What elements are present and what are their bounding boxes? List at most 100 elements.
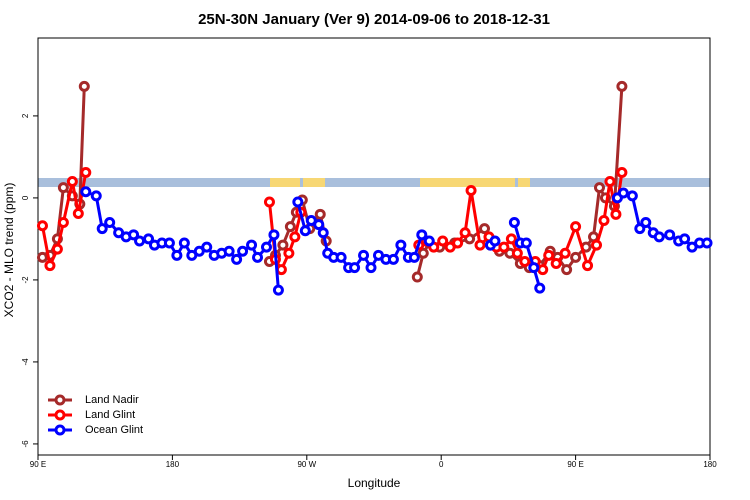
data-point [489,235,501,247]
data-point [465,185,477,197]
data-point [508,217,520,229]
data-point [283,247,295,259]
y-tick-label: 2 [21,113,30,118]
data-point [134,235,146,247]
data-point [653,231,665,243]
data-point [634,223,646,235]
data-point [36,220,48,232]
data-point [411,271,423,283]
data-point [78,80,90,92]
data-point [616,166,628,178]
data-point [452,237,464,249]
data-point [223,245,235,257]
data-point [365,262,377,274]
data-point [358,249,370,261]
data-point [314,208,326,220]
data-point [534,282,546,294]
data-point [679,233,691,245]
data-point [128,229,140,241]
data-point [437,235,449,247]
x-tick-label: 90 E [30,460,46,469]
data-point [349,262,361,274]
x-tick-label: 90 E [567,460,583,469]
data-point [72,207,84,219]
data-point [90,190,102,202]
data-point [104,217,116,229]
plot-frame [37,37,711,456]
data-point [423,235,435,247]
data-point [459,227,471,239]
data-point [582,260,594,272]
y-tick-label: -6 [21,440,30,448]
data-point [559,247,571,259]
data-point [640,217,652,229]
data-point [537,264,549,276]
data-point [201,241,213,253]
data-point [231,253,243,265]
data-point [80,186,92,198]
data-point [395,239,407,251]
data-point [57,217,69,229]
data-point [268,229,280,241]
data-point [237,245,249,257]
data-point [292,196,304,208]
data-point [701,237,713,249]
data-point [143,233,155,245]
land-strip [518,178,530,187]
data-point [335,251,347,263]
data-point [277,239,289,251]
chart-title: 25N-30N January (Ver 9) 2014-09-06 to 20… [198,11,550,28]
data-point [610,208,622,220]
land-ocean-strip [38,178,710,187]
legend-marker [54,394,66,406]
data-point [313,219,325,231]
data-point [284,221,296,233]
legend-label: Land Nadir [85,394,139,406]
data-point [570,251,582,263]
data-point [479,223,491,235]
data-point [505,233,517,245]
ocean-strip [38,178,710,187]
x-tick-label: 0 [439,460,444,469]
legend-marker [54,409,66,421]
y-tick-label: 0 [21,195,30,200]
data-point [616,80,628,92]
data-point [417,247,429,259]
legend-marker [54,424,66,436]
land-strip [420,178,515,187]
data-point [299,225,311,237]
data-point [591,239,603,251]
data-point [474,239,486,251]
y-tick-label: -2 [21,276,30,284]
data-point [252,251,264,263]
y-axis-label: XCO2 - MLO trend (ppm) [2,183,16,318]
data-point [178,237,190,249]
data-point [520,237,532,249]
data-point [246,239,258,251]
data-point [519,255,531,267]
data-point [263,196,275,208]
land-strip [303,178,325,187]
data-point [80,166,92,178]
data-point [66,176,78,188]
data-point [289,231,301,243]
data-point [528,262,540,274]
data-point [408,251,420,263]
y-tick-label: -4 [21,358,30,366]
x-tick-label: 180 [166,460,180,469]
legend-label: Ocean Glint [85,424,143,436]
x-axis-label: Longitude [348,476,401,490]
data-point [626,190,638,202]
data-point [260,241,272,253]
data-point [570,221,582,233]
x-tick-label: 180 [703,460,717,469]
data-point [543,249,555,261]
data-point [57,182,69,194]
data-point [511,247,523,259]
land-strip [270,178,300,187]
data-point [96,223,108,235]
data-point [498,241,510,253]
data-point [171,249,183,261]
data-point [387,253,399,265]
